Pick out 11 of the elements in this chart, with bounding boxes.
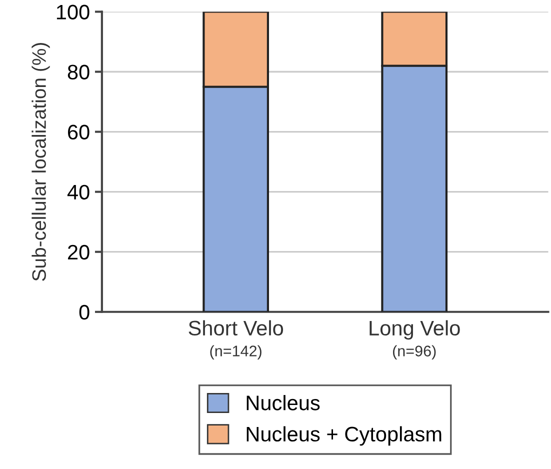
x-tick-label: Long Velo (n=96) [370, 320, 460, 360]
y-tick-label: 100 [56, 4, 90, 20]
y-tick-label: 80 [68, 64, 90, 80]
x-tick-label: Short Velo (n=142) [188, 320, 284, 360]
y-tick-label: 40 [67, 184, 90, 200]
legend-label: Nucleus [246, 395, 320, 410]
y-tick-label: 0 [79, 304, 90, 320]
legend-label: Nucleus + Cytoplasm [246, 426, 442, 446]
y-axis-title: Sub-cellular localization (%) [32, 43, 50, 281]
y-tick-label: 60 [68, 124, 90, 140]
y-tick-label: 20 [68, 244, 90, 260]
